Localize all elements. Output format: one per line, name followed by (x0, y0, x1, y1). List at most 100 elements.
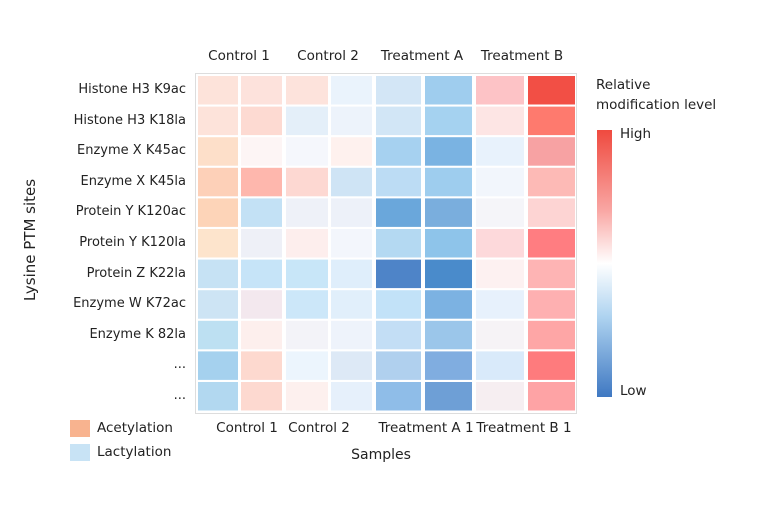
heatmap-cell (376, 382, 421, 411)
colorbar-title-line1: Relative (596, 77, 651, 93)
heatmap-cell (198, 290, 238, 319)
heatmap-cell (376, 76, 421, 105)
heatmap-frame (195, 73, 577, 414)
heatmap-cell (286, 382, 328, 411)
heatmap-cell (286, 259, 328, 289)
row-label: ... (173, 388, 186, 403)
heatmap-cell (425, 106, 472, 136)
heatmap-cell (528, 76, 575, 105)
heatmap-cell (528, 382, 575, 411)
heatmap-cell (198, 76, 238, 105)
heatmap-cell (241, 259, 282, 289)
heatmap-cell (198, 320, 238, 350)
heatmap-cell (331, 76, 372, 105)
heatmap-cell (198, 259, 238, 289)
heatmap-cell (425, 137, 472, 166)
heatmap-cell (241, 106, 282, 136)
heatmap-cell (476, 382, 524, 411)
heatmap-cell (331, 290, 372, 319)
row-label: Enzyme X K45ac (77, 143, 186, 159)
row-label: Protein Z K22la (86, 265, 186, 281)
heatmap-cell (376, 106, 421, 136)
heatmap-cell (241, 76, 282, 105)
heatmap-cell (331, 382, 372, 411)
heatmap-cell (376, 290, 421, 319)
heatmap-cell (241, 382, 282, 411)
heatmap-cell (241, 198, 282, 227)
heatmap-cell (331, 351, 372, 380)
heatmap-cell (528, 290, 575, 319)
heatmap-cell (286, 167, 328, 197)
heatmap-cell (241, 290, 282, 319)
heatmap-cell (376, 198, 421, 227)
heatmap-cell (376, 259, 421, 289)
heatmap-cell (286, 320, 328, 350)
heatmap-cell (198, 382, 238, 411)
column-group-label: Control 1 (208, 48, 270, 64)
heatmap-cell (528, 137, 575, 166)
colorbar-low-label: Low (620, 383, 647, 399)
colorbar-title-line2: modification level (596, 97, 717, 113)
legend-swatch-acetylation (70, 420, 90, 437)
heatmap-cell (331, 259, 372, 289)
heatmap-cell (331, 106, 372, 136)
heatmap-cell (425, 198, 472, 227)
heatmap-cell (241, 229, 282, 258)
row-label: Protein Y K120la (79, 235, 186, 250)
heatmap-cell (476, 259, 524, 289)
heatmap-cell (331, 167, 372, 197)
heatmap-cell (476, 290, 524, 319)
x-axis-label: Samples (351, 447, 411, 463)
heatmap-cell (241, 137, 282, 166)
heatmap-cell (528, 106, 575, 136)
heatmap-cell (425, 320, 472, 350)
heatmap-cell (286, 76, 328, 105)
heatmap-cell (528, 351, 575, 380)
row-label: Histone H3 K9ac (78, 82, 186, 97)
heatmap-cell (331, 229, 372, 258)
heatmap-cell (376, 137, 421, 166)
heatmap-cell (425, 290, 472, 319)
column-group-label: Treatment B (480, 48, 564, 64)
heatmap-cell (286, 229, 328, 258)
heatmap-cell (198, 106, 238, 136)
row-label: Protein Y K120ac (75, 204, 186, 220)
heatmap-cell (528, 229, 575, 258)
x-tick-label: Treatment A 1 (378, 420, 474, 436)
heatmap-cell (476, 229, 524, 258)
heatmap-cell (425, 382, 472, 411)
heatmap-cell (376, 167, 421, 197)
x-tick-label: Control 1 (216, 420, 278, 436)
column-group-label: Control 2 (297, 48, 359, 64)
heatmap-cell (286, 198, 328, 227)
row-label: Enzyme K 82la (89, 326, 186, 342)
heatmap-cell (331, 320, 372, 350)
row-label: Enzyme X K45la (80, 173, 186, 189)
heatmap-cell (286, 351, 328, 380)
heatmap-cell (528, 259, 575, 289)
heatmap-cell (198, 137, 238, 166)
heatmap-cell (425, 76, 472, 105)
heatmap-cell (528, 320, 575, 350)
heatmap-cell (198, 229, 238, 258)
heatmap-cell (476, 76, 524, 105)
heatmap-cell (376, 229, 421, 258)
heatmap-cell (528, 167, 575, 197)
heatmap-cell (376, 320, 421, 350)
heatmap-cell (476, 167, 524, 197)
heatmap-cell (425, 167, 472, 197)
heatmap-cell (286, 137, 328, 166)
colorbar-high-label: High (620, 126, 652, 142)
heatmap-cell (198, 351, 238, 380)
legend-label-lactylation: Lactylation (97, 444, 172, 460)
heatmap-cell (241, 351, 282, 380)
heatmap-cell (425, 259, 472, 289)
heatmap-cell (476, 198, 524, 227)
x-tick-label: Treatment B 1 (476, 420, 572, 436)
heatmap-cell (286, 290, 328, 319)
heatmap-cell (376, 351, 421, 380)
row-label: Histone H3 K18la (73, 112, 186, 128)
heatmap-cell (425, 351, 472, 380)
heatmap-cell (286, 106, 328, 136)
